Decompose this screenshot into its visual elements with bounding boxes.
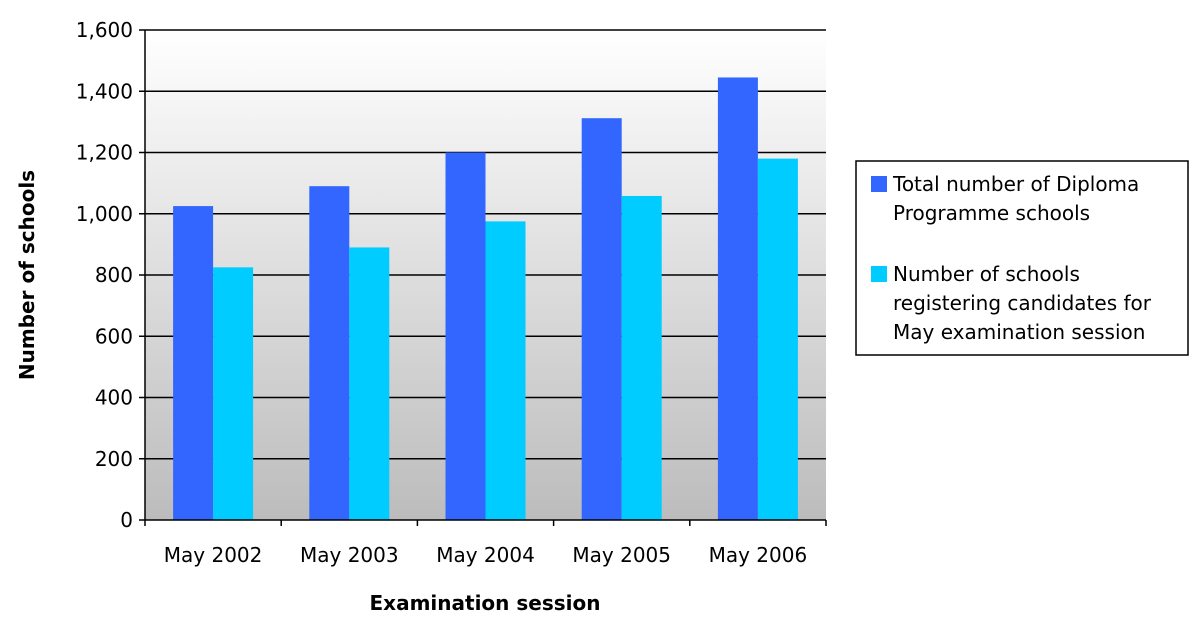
legend-swatch-2 [871,266,887,282]
legend-swatch-1 [871,176,887,192]
bar-series-1 [309,186,350,520]
y-tick-label: 0 [120,508,133,532]
bar-series-1 [717,77,758,520]
legend: Total number of Diploma Programme schools… [855,160,1189,356]
y-tick-label: 1,000 [76,202,133,226]
bar-series-2 [757,158,798,520]
y-tick-label: 1,600 [76,18,133,42]
bar-series-1 [581,118,622,520]
x-tick-label: May 2005 [572,543,671,567]
x-tick-label: May 2006 [709,543,808,567]
x-tick-label: May 2004 [436,543,535,567]
y-tick-label: 1,200 [76,141,133,165]
axes [139,29,827,526]
x-tick-label: May 2002 [164,543,263,567]
y-axis-title: Number of schools [15,170,39,380]
bar-series-1 [173,206,214,520]
x-axis-title: Examination session [370,591,601,615]
y-tick-label: 800 [95,263,133,287]
y-tick-label: 200 [95,447,133,471]
x-tick-labels: May 2002 May 2003 May 2004 May 2005 May 2006 [164,543,807,567]
legend-label-1: Total number of Diploma Programme schools [892,172,1139,225]
bar-series-2 [621,195,662,521]
y-tick-labels: 0 200 400 600 800 1,000 1,200 1,400 1,600 [76,18,133,532]
bars [173,77,798,521]
bar-series-1 [445,152,486,520]
y-tick-label: 400 [95,386,133,410]
legend-label-2: Number of schools registering candidates … [893,262,1152,344]
bar-series-2 [349,247,390,520]
y-tick-label: 1,400 [76,79,133,103]
x-tick-label: May 2003 [300,543,399,567]
bar-series-2 [485,221,526,520]
y-tick-label: 600 [95,324,133,348]
legend-box [855,160,1189,356]
bar-series-2 [213,267,254,520]
